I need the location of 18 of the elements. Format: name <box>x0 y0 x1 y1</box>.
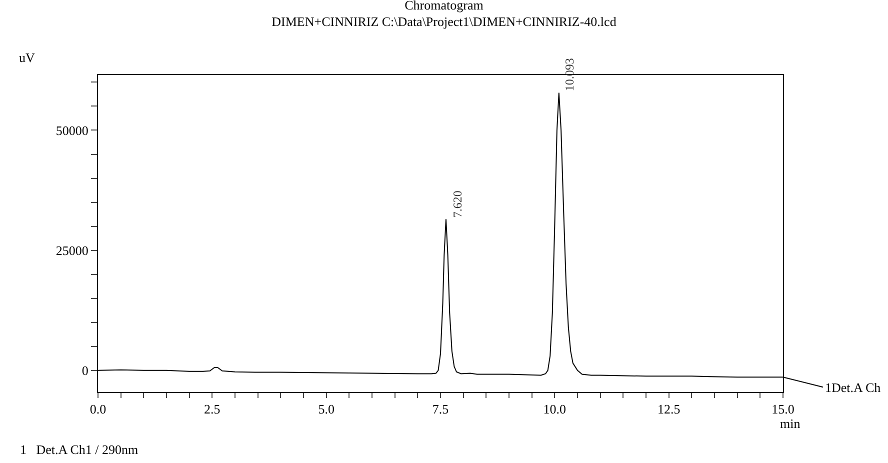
annotation: 10.093 <box>562 58 577 92</box>
x-tick-label: 15.0 <box>772 402 794 417</box>
annotation: 7.620 <box>450 190 464 218</box>
y-axis-title: uV <box>19 50 36 65</box>
legend-label: 1Det.A Ch <box>825 380 882 395</box>
x-tick-label: 7.5 <box>432 402 449 417</box>
y-tick-label: 25000 <box>56 242 88 258</box>
x-tick-label: 10.0 <box>543 402 566 417</box>
y-tick-label: 50000 <box>56 122 88 138</box>
x-tick-label: 5.0 <box>318 402 334 417</box>
chart-subtitle: DIMEN+CINNIRIZ C:\Data\Project1\DIMEN+CINNIRIZ-40.lcd <box>272 14 617 30</box>
y-tick-label: 0 <box>82 362 88 378</box>
x-tick-label: 12.5 <box>657 402 680 417</box>
x-tick-label: 0.0 <box>90 402 106 417</box>
text: 1 Det.A Ch1 / 290nm <box>20 442 138 457</box>
x-axis-title: min <box>780 416 801 431</box>
x-tick-label: 2.5 <box>204 402 220 417</box>
chart-title: Chromatogram <box>404 0 484 12</box>
